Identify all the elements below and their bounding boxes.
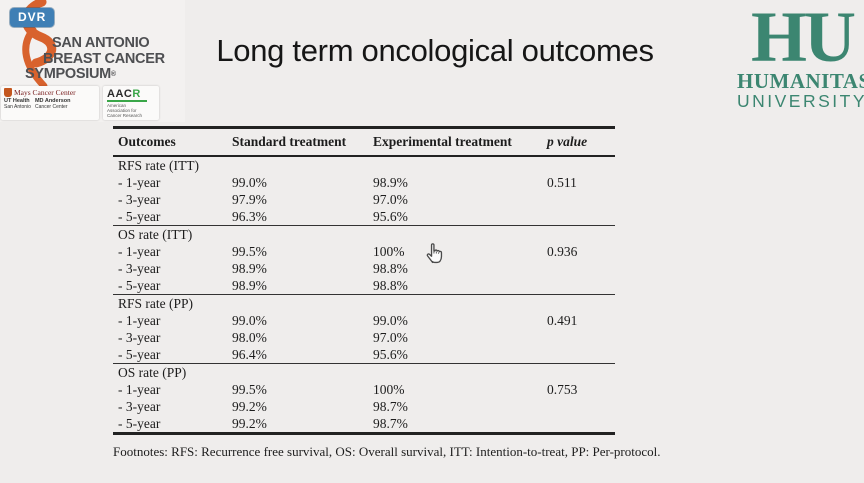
table-cell-experimental: 98.8% [373,261,408,276]
table-cell-label: - 5-year [118,209,161,224]
table-row: - 5-year 96.4% 95.6% [113,346,615,363]
table-cell-label: - 5-year [118,347,161,362]
mays-cancer-center-logo: Mays Cancer Center UT Health San Antonio … [1,86,99,120]
table-row: - 1-year 99.0% 98.9% 0.511 [113,174,615,191]
sabcs-line-2: BREAST CANCER [43,50,165,67]
humanitas-university-logo: HU HUMANITAS UNIVERSITY [737,0,864,111]
table-cell-experimental: 98.7% [373,416,408,431]
table-cell-standard: 99.0% [232,313,267,328]
section-label: RFS rate (PP) [118,296,194,311]
table-cell-p: 0.753 [547,382,578,397]
outcomes-table: Outcomes Standard treatment Experimental… [113,126,615,435]
column-header-standard: Standard treatment [232,134,347,149]
table-cell-label: - 1-year [118,382,161,397]
table-cell-p [547,208,615,225]
table-cell-standard: 98.0% [232,330,267,345]
table-cell-p: 0.491 [547,313,578,328]
table-cell-standard: 96.4% [232,347,267,362]
sabcs-logo-block: DVR SAN ANTONIO BREAST CANCER SYMPOSIUM®… [0,0,185,122]
table-cell-label: - 1-year [118,313,161,328]
table-cell-experimental: 98.7% [373,399,408,414]
aacr-subtext: American Association for Cancer Research [107,100,147,118]
table-cell-experimental: 95.6% [373,209,408,224]
table-cell-experimental: 98.8% [373,278,408,293]
table-cell-label: - 5-year [118,416,161,431]
table-cell-p [547,191,615,208]
page-title: Long term oncological outcomes [216,33,654,68]
column-header-pvalue: p value [547,134,588,149]
column-header-outcomes: Outcomes [118,134,176,149]
table-cell-standard: 97.9% [232,192,267,207]
table-cell-label: - 5-year [118,278,161,293]
ut-health-label: UT Health San Antonio [4,98,31,110]
table-cell-standard: 98.9% [232,278,267,293]
table-cell-experimental: 95.6% [373,347,408,362]
table-cell-label: - 1-year [118,175,161,190]
table-cell-p: 0.936 [547,244,578,259]
md-anderson-label: MD Anderson Cancer Center [34,98,71,110]
table-row: - 1-year 99.5% 100% 0.936 [113,243,615,260]
table-section: RFS rate (ITT) - 1-year 99.0% 98.9% 0.511- 3… [113,157,615,226]
table-cell-standard: 98.9% [232,261,267,276]
table-cell-standard: 99.5% [232,382,267,397]
table-cell-standard: 99.2% [232,399,267,414]
table-row: - 1-year 99.5% 100% 0.753 [113,381,615,398]
aacr-acronym: AACR [107,88,141,100]
outcomes-table-body: RFS rate (ITT) - 1-year 99.0% 98.9% 0.511- 3… [113,157,615,432]
table-cell-standard: 99.2% [232,416,267,431]
table-row: - 3-year 98.0% 97.0% [113,329,615,346]
hu-monogram: HU [751,0,856,77]
table-row: - 5-year 98.9% 98.8% [113,277,615,294]
table-cell-experimental: 99.0% [373,313,408,328]
sabcs-line-3: SYMPOSIUM® [25,66,116,82]
hand-pointer-cursor-icon [426,243,443,264]
table-cell-label: - 1-year [118,244,161,259]
footnote-text: Footnotes: RFS: Recurrence free survival… [113,444,661,459]
table-cell-experimental: 97.0% [373,330,408,345]
table-cell-p [547,277,615,294]
sabcs-wordmark: SAN ANTONIO BREAST CANCER SYMPOSIUM® [0,35,168,83]
table-cell-label: - 3-year [118,192,161,207]
column-header-experimental: Experimental treatment [373,134,512,149]
table-row: - 3-year 98.9% 98.8% [113,260,615,277]
sabcs-line-1: SAN ANTONIO [52,35,150,51]
table-cell-p [547,329,615,346]
section-label: OS rate (ITT) [118,227,193,242]
table-row: - 3-year 97.9% 97.0% [113,191,615,208]
table-row: - 5-year 96.3% 95.6% [113,208,615,225]
partner-logos: Mays Cancer Center UT Health San Antonio … [1,86,159,120]
table-cell-p [547,260,615,277]
table-cell-label: - 3-year [118,261,161,276]
table-cell-experimental: 100% [373,244,405,259]
table-cell-p: 0.511 [547,175,577,190]
table-row: - 5-year 99.2% 98.7% [113,415,615,432]
table-cell-experimental: 98.9% [373,175,408,190]
table-row: - 3-year 99.2% 98.7% [113,398,615,415]
table-cell-p [547,398,615,415]
section-label: RFS rate (ITT) [118,158,199,173]
registered-mark: ® [110,71,116,78]
table-cell-p [547,415,615,432]
table-cell-standard: 99.0% [232,175,267,190]
dvr-badge[interactable]: DVR [10,8,55,27]
table-section: OS rate (ITT) - 1-year 99.5% 100% 0.936- 3-y… [113,226,615,295]
table-cell-label: - 3-year [118,330,161,345]
aacr-logo: AACR American Association for Cancer Res… [103,86,159,120]
table-cell-standard: 99.5% [232,244,267,259]
table-cell-experimental: 97.0% [373,192,408,207]
table-cell-label: - 3-year [118,399,161,414]
university-wordmark: UNIVERSITY [737,91,864,111]
table-cell-experimental: 100% [373,382,405,397]
table-cell-p [547,346,615,363]
table-section: RFS rate (PP) - 1-year 99.0% 99.0% 0.491- 3-… [113,295,615,364]
section-label: OS rate (PP) [118,365,187,380]
mays-name: Mays Cancer Center [14,88,76,97]
table-section: OS rate (PP) - 1-year 99.5% 100% 0.753- 3-ye… [113,364,615,432]
mays-shield-icon [4,88,12,97]
table-cell-standard: 96.3% [232,209,267,224]
humanitas-wordmark: HUMANITAS [737,69,864,93]
table-row: - 1-year 99.0% 99.0% 0.491 [113,312,615,329]
table-header-row: Outcomes Standard treatment Experimental… [113,129,615,157]
